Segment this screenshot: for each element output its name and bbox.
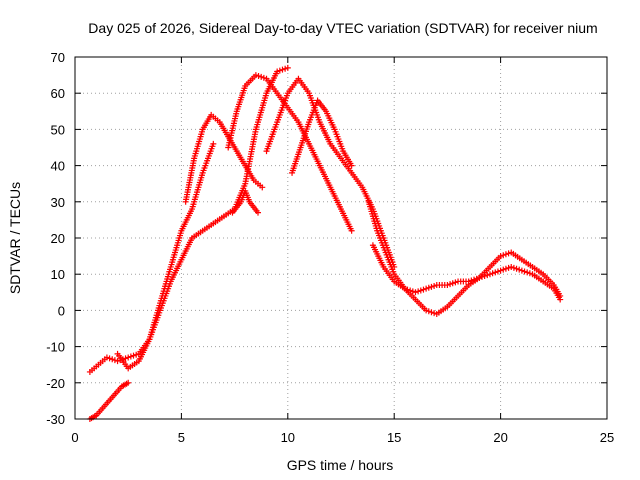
x-axis-label: GPS time / hours [287, 457, 394, 473]
data-point [486, 271, 493, 278]
data-point [111, 357, 118, 364]
y-tick-label: 20 [51, 231, 65, 246]
data-point [505, 264, 512, 271]
axis-ticks: 0 5 10 15 20 25 -30 -20 -10 0 10 20 30 40 50 60 70 [46, 50, 614, 445]
data-point [255, 73, 262, 80]
data-point [502, 265, 509, 272]
y-tick-label: 60 [51, 86, 65, 101]
data-point [492, 269, 499, 276]
data-point [274, 68, 281, 75]
data-point [133, 351, 140, 358]
grid [75, 57, 607, 419]
y-tick-label: -10 [46, 340, 65, 355]
data-point [279, 66, 286, 73]
data-point [417, 287, 424, 294]
y-tick-label: 50 [51, 122, 65, 137]
data-point [401, 285, 408, 292]
data-point [282, 65, 289, 72]
x-tick-label: 20 [493, 430, 507, 445]
y-tick-label: 10 [51, 267, 65, 282]
data-point [423, 285, 430, 292]
y-axis-label: SDTVAR / TECUs [7, 182, 23, 294]
data-point [109, 356, 116, 363]
data-point [415, 288, 422, 295]
data-point [484, 272, 491, 279]
data-point [412, 289, 419, 296]
y-tick-label: 30 [51, 195, 65, 210]
data-point [524, 269, 531, 276]
data-point [468, 277, 475, 284]
chart-title: Day 025 of 2026, Sidereal Day-to-day VTE… [88, 20, 597, 36]
data-point [489, 270, 496, 277]
data-point [502, 251, 509, 258]
data-point [260, 74, 267, 81]
y-tick-label: -30 [46, 412, 65, 427]
data-point [423, 307, 430, 314]
data-point [513, 265, 520, 272]
data-point [497, 253, 504, 260]
data-point [259, 184, 266, 191]
data-point [431, 282, 438, 289]
data-point [518, 267, 525, 274]
data-point [284, 64, 291, 71]
data-point [106, 355, 113, 362]
data-point [521, 268, 528, 275]
data-point [449, 280, 456, 287]
data-point [526, 270, 533, 277]
data-points [86, 64, 564, 422]
data-point [557, 296, 564, 303]
data-point [348, 227, 355, 234]
data-point [130, 352, 137, 359]
data-point [276, 67, 283, 74]
data-point [447, 281, 454, 288]
data-point [127, 353, 134, 360]
data-point [210, 140, 217, 147]
data-point [476, 274, 483, 281]
y-tick-label: 40 [51, 159, 65, 174]
y-tick-label: -20 [46, 376, 65, 391]
data-point [471, 276, 477, 283]
data-point [103, 354, 110, 361]
data-point [510, 264, 517, 271]
data-point [473, 275, 480, 282]
data-point [348, 162, 355, 169]
data-point [255, 209, 262, 216]
y-tick-label: 70 [51, 50, 65, 65]
x-tick-label: 15 [387, 430, 401, 445]
data-point [258, 73, 265, 80]
x-tick-label: 0 [71, 430, 78, 445]
data-point [465, 278, 472, 285]
data-point [428, 309, 435, 316]
data-point [114, 358, 121, 365]
data-point [494, 268, 501, 275]
data-point [425, 308, 432, 315]
data-point [516, 266, 523, 273]
data-point [420, 286, 427, 293]
data-point [425, 284, 432, 291]
data-point [508, 263, 515, 270]
data-point [252, 72, 259, 79]
data-point [452, 279, 459, 286]
data-point [125, 354, 132, 361]
data-point [404, 286, 411, 293]
data-point [481, 273, 488, 280]
data-point [478, 273, 485, 280]
x-tick-label: 5 [178, 430, 185, 445]
data-point [428, 283, 435, 290]
data-point [409, 288, 416, 295]
y-tick-label: 0 [58, 303, 65, 318]
data-point [444, 282, 451, 289]
x-tick-label: 25 [600, 430, 614, 445]
data-point [500, 252, 507, 259]
plot-frame [74, 56, 608, 420]
data-point [497, 267, 504, 274]
data-point [500, 266, 507, 273]
data-point [125, 379, 132, 386]
x-tick-label: 10 [281, 430, 295, 445]
data-point [407, 287, 414, 294]
